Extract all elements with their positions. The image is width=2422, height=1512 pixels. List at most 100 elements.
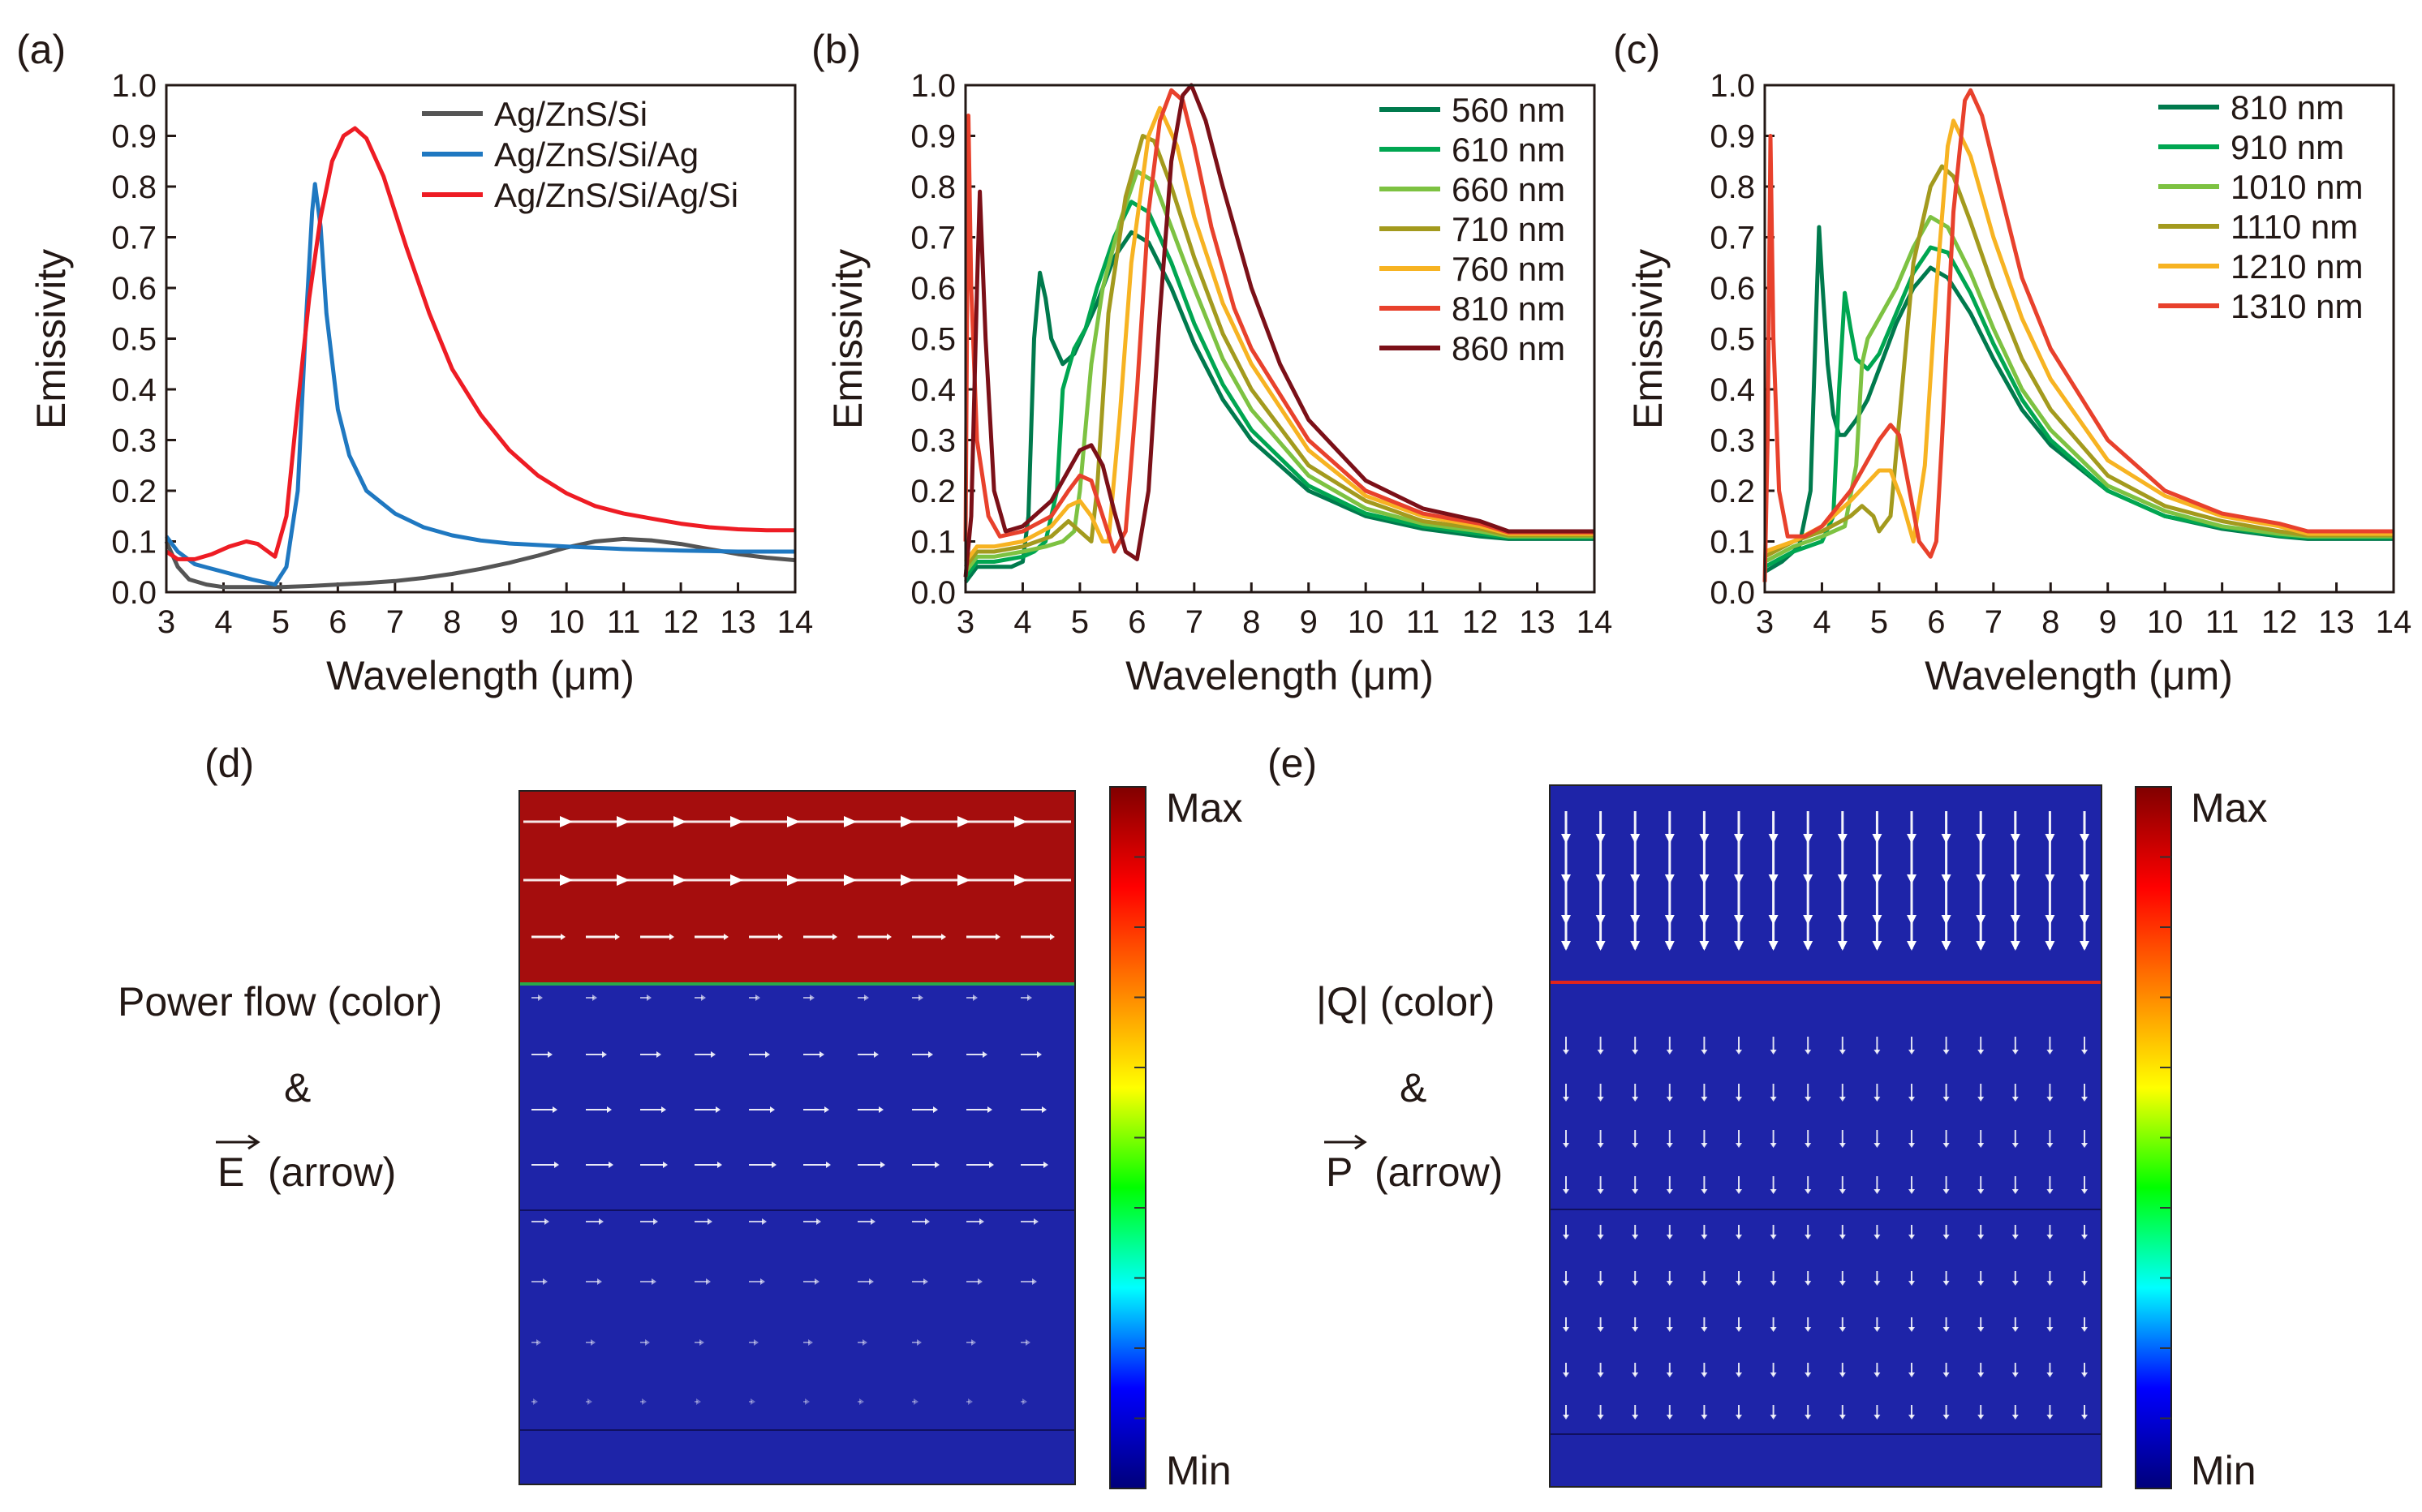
legend-label-a-0: Ag/ZnS/Si [494, 95, 647, 133]
field-arrowhead-e [2081, 1372, 2088, 1377]
x-tick-label-a: 10 [548, 604, 585, 640]
field-arrowhead-e [1563, 1050, 1569, 1055]
field-arrowhead-d [645, 1339, 650, 1346]
field-arrowhead-d [602, 1051, 607, 1058]
plot-area-a: 3 4 5 6 7 8 9 10 11 12 13 14 0.0 0.1 0.2 0.3 0.4 0.5 0.6 0.… [111, 68, 813, 640]
y-tick-label-b: 0.1 [910, 525, 956, 561]
field-arrowhead-e [1597, 1097, 1604, 1102]
y-tick-label-c: 0.0 [1710, 575, 1755, 611]
y-tick-label-b: 0.8 [910, 170, 956, 205]
field-arrowhead-d [696, 1398, 701, 1405]
field-arrowhead-d [1032, 1278, 1037, 1285]
field-arrowhead-e [2046, 1281, 2054, 1286]
plot-area-c: 3 4 5 6 7 8 9 10 11 12 13 14 0.0 0.1 0.2 0.3 0.4 0.5 0.6 0.… [1710, 68, 2411, 640]
plot-frame-c [1763, 84, 2395, 594]
field-arrowhead-e [1563, 1415, 1569, 1420]
field-arrowhead-d [772, 1162, 777, 1168]
field-arrowhead-e [2011, 1327, 2019, 1332]
panel-label-d: (d) [204, 741, 254, 786]
field-arrowhead-d [607, 1106, 612, 1113]
field-arrowhead-e [1701, 1415, 1708, 1420]
y-tick-label-a: 0.6 [111, 271, 157, 307]
field-arrowhead-e [1805, 1415, 1812, 1420]
field-arrowhead-e [1666, 1050, 1673, 1055]
field-arrowhead-d [1042, 1106, 1047, 1113]
field-arrowhead-e [1701, 1050, 1708, 1055]
field-arrowhead-d [724, 934, 729, 940]
x-tick-label-c: 5 [1870, 604, 1888, 640]
y-axis-label-a: Emissivity [28, 249, 74, 429]
field-arrowhead-e [1768, 915, 1779, 925]
field-arrowhead-e [1908, 1143, 1915, 1148]
y-tick-label-a: 0.7 [111, 221, 157, 256]
field-arrowhead-e [1839, 1281, 1846, 1286]
field-arrowhead-e [1977, 1050, 1985, 1055]
x-tick-label-b: 13 [1519, 604, 1555, 640]
field-arrowhead-e [2081, 1189, 2088, 1194]
field-arrowhead-d [880, 1162, 885, 1168]
series-group-c [1762, 88, 2394, 582]
field-arrowhead-e [1805, 1372, 1812, 1377]
field-arrowhead-d [617, 816, 630, 827]
field-arrowhead-d [1022, 1398, 1027, 1405]
field-arrowhead-e [2046, 1189, 2054, 1194]
field-arrowhead-d [917, 1339, 922, 1346]
field-arrowhead-d [1037, 1051, 1042, 1058]
y-axis-label-b: Emissivity [825, 249, 871, 429]
colorbar-ticks-d [1134, 856, 1146, 1420]
field-arrowhead-e [1941, 874, 1951, 884]
field-arrowhead-d [816, 1218, 821, 1225]
field-arrowhead-d [869, 1278, 874, 1285]
field-arrowhead-e [1699, 915, 1710, 925]
field-arrowhead-e [1736, 1050, 1742, 1055]
y-tick-label-c: 0.7 [1710, 221, 1755, 256]
x-axis-label-c: Wavelength (μm) [1925, 653, 2233, 698]
field-arrowhead-e [1872, 941, 1882, 951]
field-arrowhead-d [717, 1162, 722, 1168]
field-arrowhead-e [1874, 1327, 1881, 1332]
field-arrowhead-e [2080, 941, 2089, 951]
field-arrowhead-e [2046, 1235, 2054, 1239]
series-line-a-2 [165, 126, 795, 561]
field-arrowhead-e [1666, 1189, 1673, 1194]
legend-label-c-4: 1210 nm [2231, 247, 2363, 286]
y-tick-label-c: 0.3 [1710, 423, 1755, 459]
field-arrowhead-e [1563, 1372, 1569, 1377]
caption-amp-d: & [284, 1065, 311, 1110]
x-tick-label-c: 8 [2041, 604, 2059, 640]
field-arrowhead-d [730, 816, 743, 827]
axis-ticks-b: 3 4 5 6 7 8 9 10 11 12 13 14 0.0 0.1 0.2 0.3 0.4 0.5 0.6 0.… [910, 68, 1612, 640]
field-arrowhead-e [1942, 1281, 1950, 1286]
field-arrowhead-e [1563, 1189, 1569, 1194]
colorbar-e: Max Min [2135, 785, 2267, 1493]
y-tick-label-b: 0.5 [910, 322, 956, 358]
field-arrowhead-e [1977, 1189, 1985, 1194]
plot-frame-a [165, 84, 797, 594]
field-arrowhead-e [1734, 941, 1744, 951]
field-arrowhead-d [755, 994, 760, 1001]
series-line-c-5 [1762, 88, 2394, 582]
legend-label-c-2: 1010 nm [2231, 168, 2363, 206]
x-tick-label-b: 8 [1242, 604, 1260, 640]
field-arrowhead-e [1561, 834, 1571, 844]
field-arrowhead-e [1664, 834, 1675, 844]
field-arrowhead-e [1595, 874, 1606, 884]
field-arrowhead-e [1597, 1143, 1604, 1148]
field-arrowhead-e [1908, 1327, 1915, 1332]
field-arrowhead-e [1803, 941, 1813, 951]
field-arrowhead-e [1805, 1050, 1812, 1055]
series-line-c-3 [1763, 164, 2394, 559]
field-arrowhead-d [770, 1106, 775, 1113]
field-arrowhead-d [914, 1398, 918, 1405]
field-arrowhead-e [2080, 874, 2089, 884]
x-tick-label-a: 8 [443, 604, 461, 640]
y-axis-label-c: Emissivity [1625, 249, 1671, 429]
panel-label-b: (b) [811, 27, 861, 72]
y-tick-label-a: 0.8 [111, 170, 157, 205]
field-arrowhead-e [1632, 1415, 1639, 1420]
x-tick-label-c: 10 [2147, 604, 2183, 640]
field-arrowhead-e [1977, 1097, 1985, 1102]
field-arrowhead-d [810, 994, 815, 1001]
field-arrowhead-e [1908, 1189, 1915, 1194]
